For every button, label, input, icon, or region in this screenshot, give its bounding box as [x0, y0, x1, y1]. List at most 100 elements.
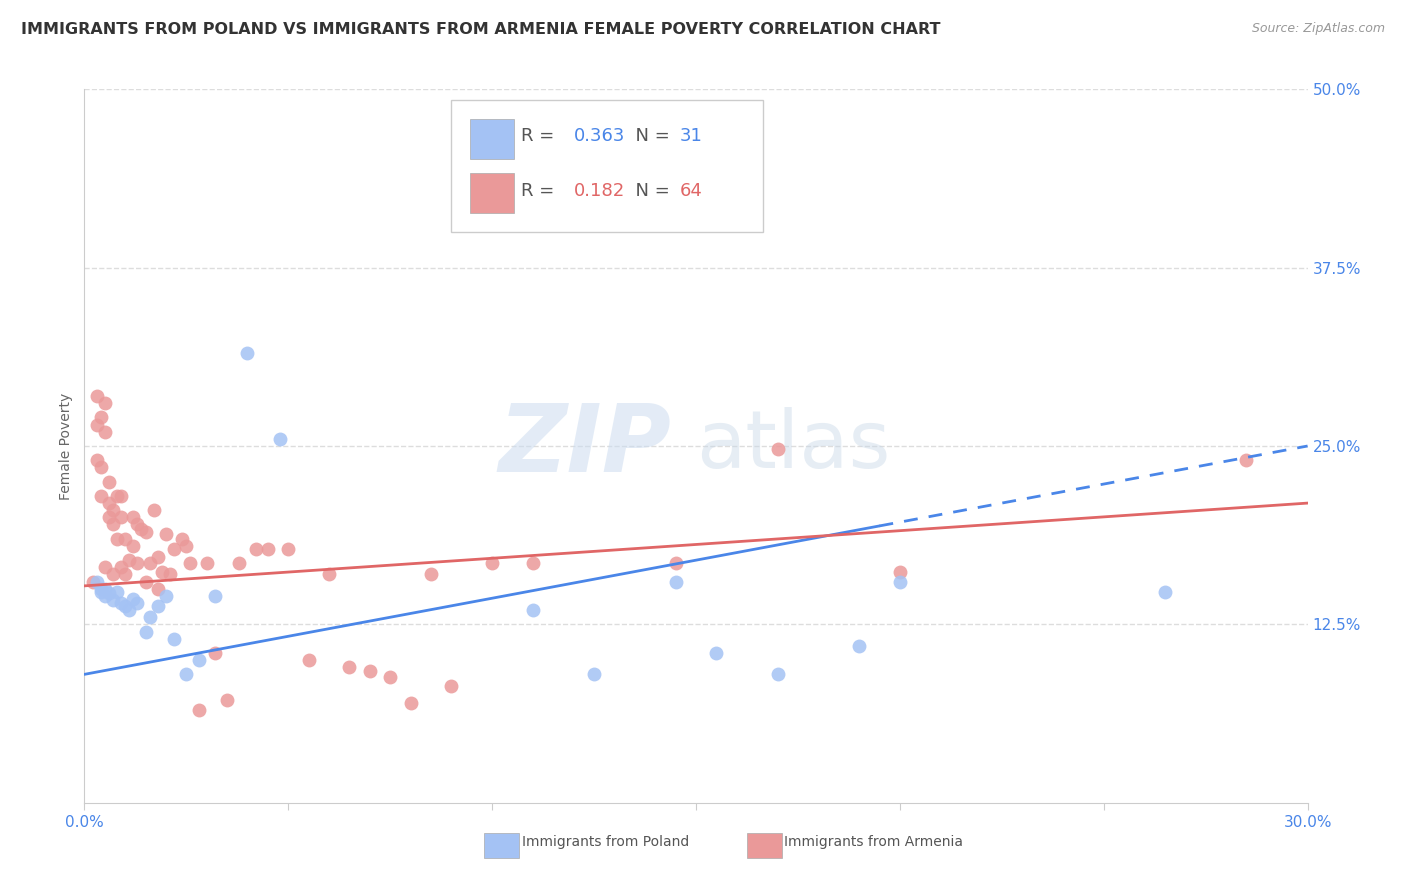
Point — [138, 556, 160, 570]
Point — [665, 556, 688, 570]
Point — [105, 532, 128, 546]
Point — [187, 703, 209, 717]
Point — [318, 567, 340, 582]
Text: 64: 64 — [681, 182, 703, 200]
Point — [889, 574, 911, 589]
Y-axis label: Female Poverty: Female Poverty — [59, 392, 73, 500]
Point — [118, 603, 141, 617]
Point — [105, 489, 128, 503]
Point — [135, 574, 157, 589]
Point — [90, 460, 112, 475]
Point — [163, 632, 186, 646]
Point — [86, 417, 108, 432]
Point — [86, 574, 108, 589]
FancyBboxPatch shape — [748, 833, 782, 858]
Point — [187, 653, 209, 667]
Point — [522, 556, 544, 570]
Text: atlas: atlas — [696, 407, 890, 485]
Point — [97, 510, 120, 524]
Point — [766, 442, 789, 456]
Point — [110, 596, 132, 610]
Point — [889, 565, 911, 579]
Point — [122, 591, 145, 606]
Point — [204, 646, 226, 660]
Point — [179, 556, 201, 570]
FancyBboxPatch shape — [484, 833, 519, 858]
Point — [146, 550, 169, 565]
Point — [135, 624, 157, 639]
Point — [122, 510, 145, 524]
Point — [1236, 453, 1258, 467]
Point — [97, 475, 120, 489]
FancyBboxPatch shape — [470, 173, 513, 212]
Point — [848, 639, 870, 653]
Point — [90, 410, 112, 425]
Text: R =: R = — [522, 182, 560, 200]
Point — [90, 582, 112, 596]
Point — [195, 556, 218, 570]
Point — [101, 517, 124, 532]
Point — [93, 396, 117, 410]
Point — [97, 496, 120, 510]
Point — [155, 589, 177, 603]
Point — [766, 667, 789, 681]
Point — [110, 510, 132, 524]
Point — [522, 603, 544, 617]
Text: Source: ZipAtlas.com: Source: ZipAtlas.com — [1251, 22, 1385, 36]
FancyBboxPatch shape — [451, 100, 763, 232]
Point — [142, 503, 165, 517]
Text: Immigrants from Poland: Immigrants from Poland — [522, 835, 689, 849]
Text: 31: 31 — [681, 127, 703, 145]
Point — [204, 589, 226, 603]
Point — [86, 389, 108, 403]
Text: N =: N = — [624, 127, 675, 145]
Point — [665, 574, 688, 589]
Point — [90, 584, 112, 599]
Point — [101, 503, 124, 517]
Point — [101, 593, 124, 607]
Point — [127, 517, 149, 532]
Text: IMMIGRANTS FROM POLAND VS IMMIGRANTS FROM ARMENIA FEMALE POVERTY CORRELATION CHA: IMMIGRANTS FROM POLAND VS IMMIGRANTS FRO… — [21, 22, 941, 37]
Point — [93, 560, 117, 574]
Point — [146, 582, 169, 596]
Text: R =: R = — [522, 127, 560, 145]
Point — [90, 489, 112, 503]
Text: N =: N = — [624, 182, 675, 200]
Point — [399, 696, 422, 710]
Point — [101, 567, 124, 582]
Point — [706, 646, 728, 660]
Point — [114, 532, 136, 546]
Point — [269, 432, 291, 446]
FancyBboxPatch shape — [470, 120, 513, 159]
Point — [583, 667, 606, 681]
Point — [172, 532, 194, 546]
Text: Immigrants from Armenia: Immigrants from Armenia — [785, 835, 963, 849]
Point — [93, 589, 117, 603]
Point — [159, 567, 181, 582]
Point — [150, 565, 173, 579]
Point — [245, 541, 267, 556]
Point — [114, 567, 136, 582]
Point — [138, 610, 160, 624]
Point — [1154, 584, 1177, 599]
Point — [380, 670, 402, 684]
Point — [228, 556, 250, 570]
Text: 0.182: 0.182 — [574, 182, 624, 200]
Point — [127, 556, 149, 570]
Point — [217, 693, 239, 707]
Point — [82, 574, 104, 589]
Point — [176, 539, 198, 553]
Point — [86, 453, 108, 467]
Point — [146, 599, 169, 613]
Point — [420, 567, 443, 582]
Point — [118, 553, 141, 567]
Point — [122, 539, 145, 553]
Point — [110, 489, 132, 503]
Point — [277, 541, 299, 556]
Point — [97, 586, 120, 600]
Point — [135, 524, 157, 539]
Point — [110, 560, 132, 574]
Point — [359, 665, 381, 679]
Point — [93, 425, 117, 439]
Point — [481, 556, 503, 570]
